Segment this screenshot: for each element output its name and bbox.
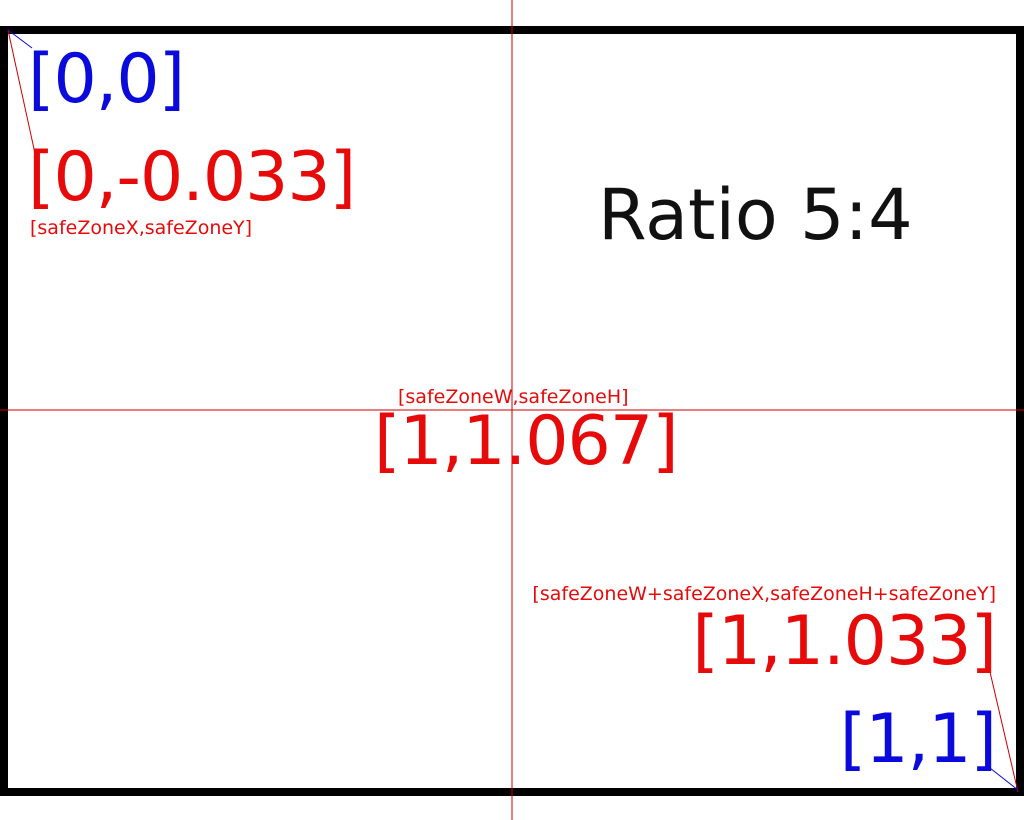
center-caption: [safeZoneW,safeZoneH] bbox=[398, 386, 629, 408]
bottom-right-safe-coord: [1,1.033] bbox=[692, 602, 997, 681]
top-left-safe-caption: [safeZoneX,safeZoneY] bbox=[30, 217, 253, 239]
center-coord: [1,1.067] bbox=[374, 402, 679, 481]
ratio-title: Ratio 5:4 bbox=[598, 174, 913, 256]
bottom-right-red-pointer bbox=[989, 671, 1019, 793]
bottom-right-screen-coord: [1,1] bbox=[839, 700, 997, 779]
top-left-safe-coord: [0,-0.033] bbox=[28, 138, 356, 217]
bottom-right-blue-pointer bbox=[989, 767, 1019, 791]
top-left-screen-coord: [0,0] bbox=[28, 40, 185, 119]
bottom-right-safe-caption: [safeZoneW+safeZoneX,safeZoneH+safeZoneY… bbox=[532, 583, 996, 605]
top-left-blue-pointer bbox=[7, 29, 33, 49]
top-left-red-pointer bbox=[7, 29, 37, 159]
